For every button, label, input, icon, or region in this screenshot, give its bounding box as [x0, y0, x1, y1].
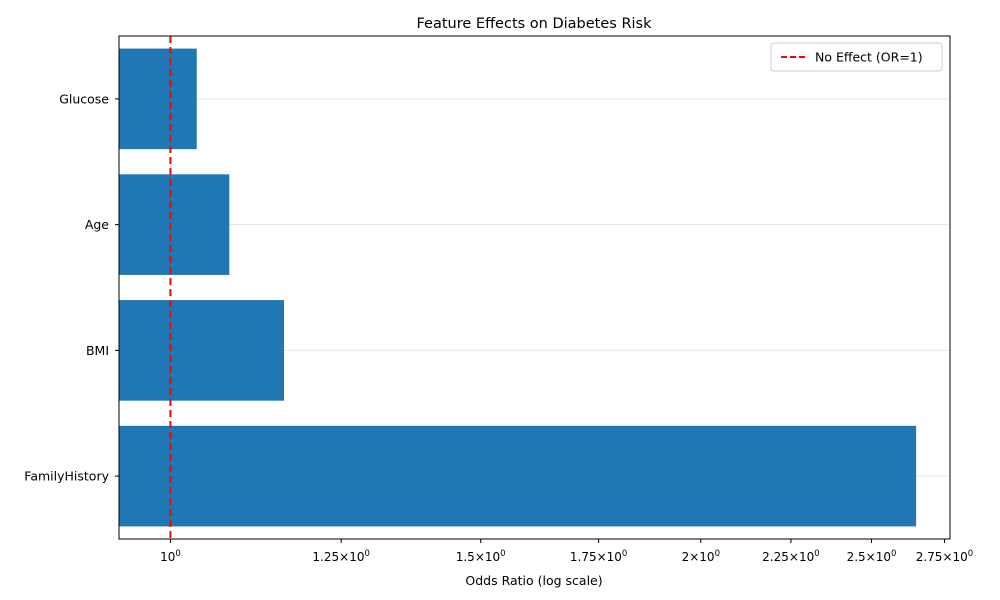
- bar-age: [119, 174, 230, 275]
- x-axis-label: Odds Ratio (log scale): [465, 573, 602, 588]
- y-tick-label: Age: [85, 217, 109, 232]
- x-tick-label: 1.75×100: [570, 549, 627, 564]
- y-tick-label: Glucose: [59, 91, 109, 106]
- bar-glucose: [119, 48, 197, 150]
- x-tick-label: 2.75×100: [916, 549, 973, 564]
- x-tick-label: 2.5×100: [847, 549, 897, 564]
- plot-frame: [118, 35, 951, 540]
- x-tick-label: 1.25×100: [312, 549, 369, 564]
- legend-box: [770, 42, 943, 72]
- y-axis: Glucose Age BMI FamilyHistory: [24, 91, 119, 484]
- x-tick-label: 2×100: [682, 549, 720, 564]
- legend: No Effect (OR=1): [770, 42, 943, 72]
- y-tick-label: FamilyHistory: [24, 469, 109, 484]
- x-tick-label: 2.25×100: [762, 549, 819, 564]
- chart-title: Feature Effects on Diabetes Risk: [417, 16, 653, 32]
- x-tick-label: 1.5×100: [456, 549, 506, 564]
- bar-familyhistory: [119, 425, 917, 527]
- y-tick-label: BMI: [86, 343, 109, 358]
- legend-label: No Effect (OR=1): [815, 50, 923, 65]
- x-tick-label: 100: [160, 549, 181, 564]
- bars-layer: [119, 48, 917, 527]
- x-axis: 100 1.25×100 1.5×100 1.75×100 2×100 2.25×100 2…: [160, 539, 973, 564]
- bar-bmi: [119, 300, 284, 401]
